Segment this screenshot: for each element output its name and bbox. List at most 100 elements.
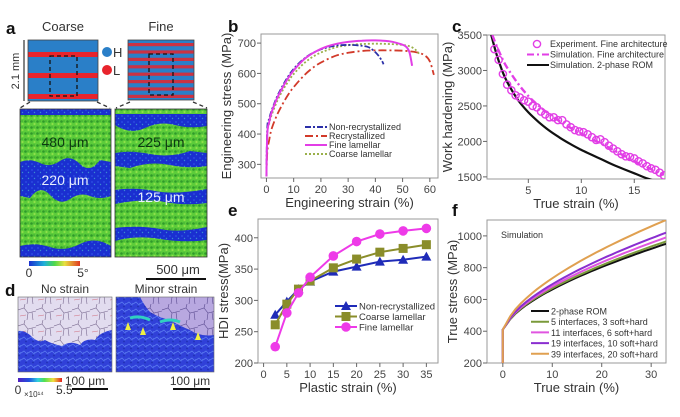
data-point-circle — [421, 223, 432, 234]
data-point-experiment — [490, 44, 499, 54]
x-axis-label: True strain (%) — [533, 196, 618, 211]
coarse-ebsd-map: 480 μm 220 μm — [19, 108, 112, 258]
y-axis-label: HDI stress(MPa) — [216, 243, 231, 339]
panel-a: a Coarse Fine 2.1 mm H L — [6, 19, 208, 280]
gnd-colorbar-max: 5.5 — [56, 383, 73, 397]
x-tick-label: 40 — [369, 184, 381, 196]
y-tick-label: 800 — [464, 263, 482, 275]
data-point-experiment — [528, 101, 537, 111]
x-tick-label: 30 — [397, 369, 409, 381]
data-point-square — [421, 240, 431, 250]
data-point-experiment — [604, 141, 614, 150]
x-tick-label: 25 — [374, 369, 386, 381]
y-tick-label: 200 — [464, 358, 482, 370]
fine-low-stripe — [128, 94, 194, 98]
legend-label: Simulation. 2-phase ROM — [550, 60, 653, 70]
data-point-experiment — [629, 154, 639, 163]
data-point-circle — [375, 229, 385, 239]
y-axis-label: True stress (MPa) — [445, 240, 460, 344]
height-scale-label: 2.1 mm — [10, 53, 22, 90]
chart-b: 0 10 20 30 40 50 60 300 400 500 600 700 Engineering … — [219, 33, 439, 210]
x-tick-label: 20 — [315, 184, 327, 196]
data-point-circle — [305, 272, 315, 283]
fine-low-stripe — [128, 87, 194, 91]
panel-e-label: e — [228, 201, 237, 220]
data-point-experiment — [651, 165, 660, 175]
legend-label: 5 interfaces, 3 soft+hard — [551, 317, 648, 327]
x-tick-label: 20 — [596, 369, 608, 381]
fine-low-stripe — [128, 80, 194, 84]
fine-ebsd-map: 225 μm 125 μm — [114, 108, 208, 258]
data-point-triangle — [421, 251, 432, 261]
gnd-colorbar-unit: ×10¹⁴ — [24, 390, 44, 399]
data-point-experiment — [498, 69, 508, 79]
x-axis-label: Engineering strain (%) — [285, 195, 414, 210]
x-tick-label: 0 — [263, 184, 269, 196]
x-tick-label: 20 — [350, 369, 362, 381]
data-point-triangle — [341, 301, 351, 310]
legend-label: Non-recrystallized — [329, 122, 401, 132]
legend-label: Fine lamellar — [359, 323, 413, 334]
data-point-experiment — [515, 93, 525, 102]
no-strain-title: No strain — [41, 282, 89, 296]
coarse-zoom-box — [49, 55, 78, 97]
legend-label: 11 interfaces, 6 soft+hard — [551, 328, 652, 338]
data-point-square — [341, 312, 351, 321]
data-point-square — [270, 320, 280, 330]
panel-a-label: a — [6, 19, 16, 38]
h-legend-dot — [102, 47, 112, 57]
data-point-experiment — [507, 86, 516, 95]
legend-label: Coarse lamellar — [329, 149, 392, 159]
data-point-circle — [341, 322, 351, 332]
x-tick-label: 10 — [288, 184, 300, 196]
legend-label: Simulation. Fine architecture — [550, 50, 664, 60]
gnd-map-minor-strain — [115, 296, 215, 373]
data-point-experiment — [625, 152, 635, 162]
y-tick-label: 250 — [235, 327, 253, 339]
data-point-experiment — [583, 130, 592, 139]
data-point-experiment — [613, 147, 622, 156]
chart-annotation: Simulation — [501, 230, 543, 240]
data-point-triangle — [351, 261, 362, 271]
data-point-experiment — [579, 127, 588, 137]
series-line-19-interfaces-10-soft-hard — [501, 231, 666, 363]
y-tick-label: 350 — [235, 264, 253, 276]
data-point-experiment — [540, 110, 550, 119]
fine-laminate-schematic — [127, 39, 195, 101]
data-point-circle — [293, 288, 304, 298]
coarse-soft-thickness: 220 μm — [42, 172, 89, 188]
legend-label: Coarse lamellar — [359, 312, 426, 323]
data-point-square — [328, 263, 338, 273]
panel-d: d No strain Minor strain 0 ×10¹⁴ 5.5 100… — [5, 281, 215, 399]
legend-label: Recrystallized — [329, 131, 385, 141]
x-tick-label: 0 — [500, 369, 506, 381]
minor-strain-title: Minor strain — [135, 282, 198, 296]
panel-f-label: f — [452, 201, 458, 220]
zoom-connectors — [19, 101, 208, 109]
legend-label: Fine lamellar — [329, 140, 381, 150]
data-point-experiment — [553, 115, 563, 125]
x-tick-label: 35 — [420, 369, 432, 381]
fine-soft-thickness: 125 μm — [138, 189, 185, 205]
y-tick-label: 3500 — [458, 30, 482, 42]
y-axis-label: Engineering stress (MPa) — [219, 33, 234, 180]
data-point-experiment — [494, 55, 503, 65]
data-point-experiment — [502, 80, 512, 89]
x-tick-label: 10 — [575, 185, 587, 197]
fine-low-stripe — [128, 43, 194, 47]
x-tick-label: 10 — [304, 369, 316, 381]
fine-title: Fine — [148, 19, 173, 34]
x-tick-label: 0 — [261, 369, 267, 381]
legend-label: 19 interfaces, 10 soft+hard — [551, 339, 658, 349]
data-point-triangle — [374, 256, 385, 266]
h-legend-label: H — [113, 45, 122, 60]
series-line-fine-lamellar — [265, 39, 414, 177]
y-tick-label: 1500 — [458, 172, 482, 184]
coarse-hard-thickness: 480 μm — [42, 134, 89, 150]
chart-c: 5 10 15 1500 2000 2500 3000 3500 True strain (%)… — [440, 30, 668, 211]
fine-hard-thickness: 225 μm — [138, 134, 185, 150]
data-point-square — [398, 243, 408, 253]
l-legend-label: L — [113, 63, 120, 78]
fine-low-stripe — [128, 72, 194, 76]
scalebar-label-a: 500 μm — [156, 262, 200, 277]
